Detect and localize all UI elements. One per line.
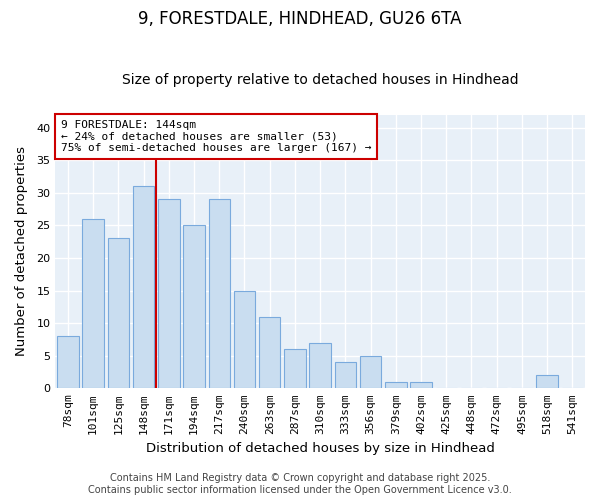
Bar <box>158 200 179 388</box>
Bar <box>82 219 104 388</box>
Text: 9, FORESTDALE, HINDHEAD, GU26 6TA: 9, FORESTDALE, HINDHEAD, GU26 6TA <box>138 10 462 28</box>
Bar <box>57 336 79 388</box>
Bar <box>335 362 356 388</box>
Title: Size of property relative to detached houses in Hindhead: Size of property relative to detached ho… <box>122 73 518 87</box>
Bar <box>385 382 407 388</box>
Bar <box>259 316 280 388</box>
Bar <box>184 226 205 388</box>
Bar <box>310 342 331 388</box>
Bar <box>284 349 305 389</box>
Text: 9 FORESTDALE: 144sqm
← 24% of detached houses are smaller (53)
75% of semi-detac: 9 FORESTDALE: 144sqm ← 24% of detached h… <box>61 120 371 153</box>
Y-axis label: Number of detached properties: Number of detached properties <box>15 146 28 356</box>
Bar <box>133 186 154 388</box>
Bar <box>234 290 255 388</box>
Bar <box>536 376 558 388</box>
Bar <box>107 238 129 388</box>
Bar <box>209 200 230 388</box>
Bar <box>410 382 432 388</box>
Text: Contains HM Land Registry data © Crown copyright and database right 2025.
Contai: Contains HM Land Registry data © Crown c… <box>88 474 512 495</box>
Bar <box>360 356 382 388</box>
X-axis label: Distribution of detached houses by size in Hindhead: Distribution of detached houses by size … <box>146 442 494 455</box>
